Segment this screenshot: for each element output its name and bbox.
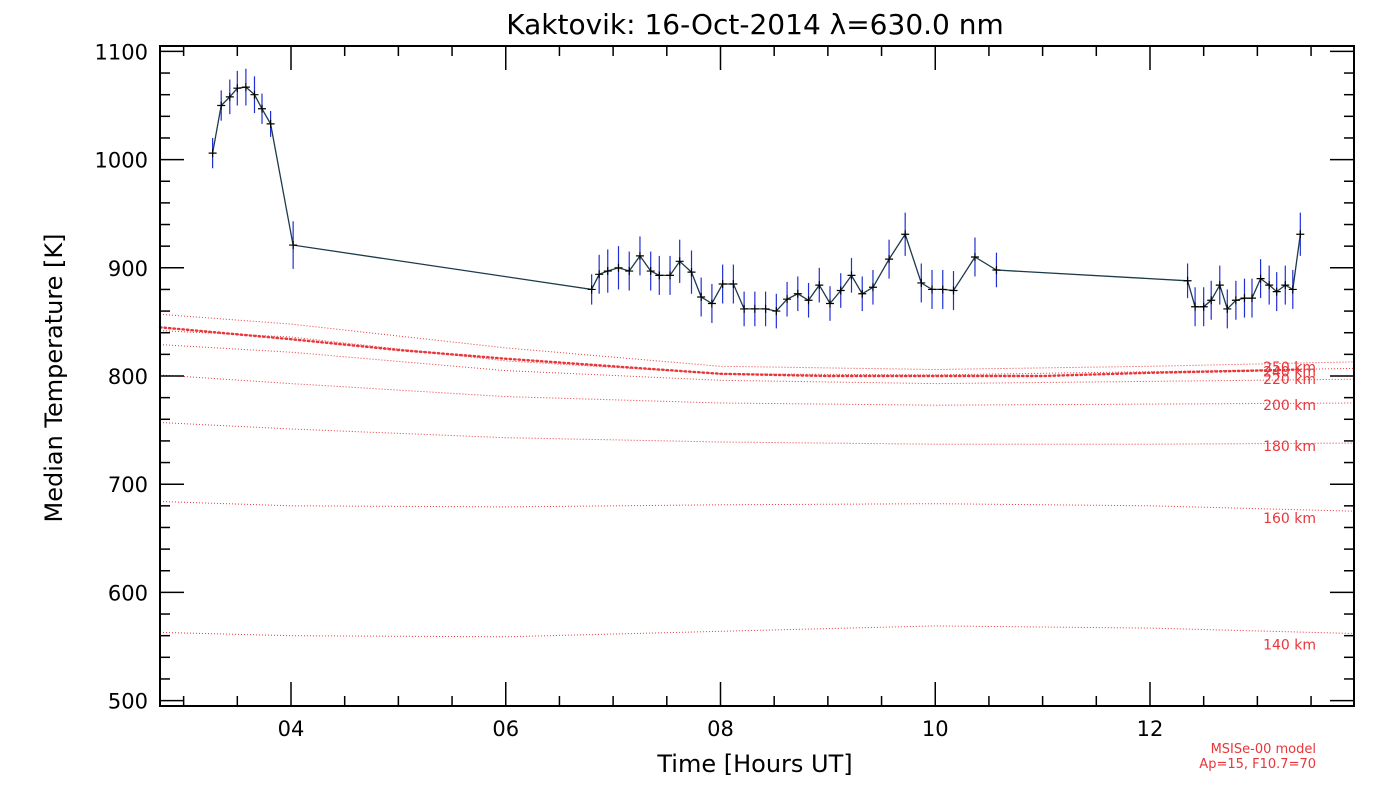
data-point-45 xyxy=(1183,276,1192,285)
data-point-56 xyxy=(1272,287,1281,296)
y-tick-label-700: 700 xyxy=(108,473,148,497)
model-emission-curve xyxy=(158,326,1302,378)
data-point-27 xyxy=(772,307,781,316)
x-tick-label-6: 06 xyxy=(492,717,519,741)
data-point-29 xyxy=(793,289,802,298)
data-point-40 xyxy=(928,285,937,294)
data-point-51 xyxy=(1231,296,1240,305)
data-point-9 xyxy=(587,285,596,294)
data-point-24 xyxy=(740,304,749,313)
data-point-0 xyxy=(208,149,217,158)
chart-title: Kaktovik: 16-Oct-2014 λ=630.0 nm xyxy=(506,8,1004,41)
y-axis-label: Median Temperature [K] xyxy=(40,233,68,522)
data-point-12 xyxy=(614,263,623,272)
data-point-17 xyxy=(666,271,675,280)
data-point-47 xyxy=(1199,302,1208,311)
data-point-30 xyxy=(804,296,813,305)
data-point-13 xyxy=(625,267,634,276)
data-point-35 xyxy=(858,289,867,298)
y-tick-label-500: 500 xyxy=(108,690,148,714)
altitude-label-5: 160 km xyxy=(1263,511,1316,527)
data-point-33 xyxy=(836,286,845,295)
data-point-34 xyxy=(847,271,856,280)
data-point-21 xyxy=(707,299,716,308)
y-tick-label-900: 900 xyxy=(108,257,148,281)
data-point-18 xyxy=(675,257,684,266)
x-axis-label: Time [Hours UT] xyxy=(656,750,852,778)
axis-ticks: 500 600 700 800 900 1000 1100 04 06 08 10 12 xyxy=(95,40,1354,741)
model-annotation-line2: Ap=15, F10.7=70 xyxy=(1199,757,1316,772)
data-point-50 xyxy=(1223,304,1232,313)
data-point-32 xyxy=(826,299,835,308)
data-point-10 xyxy=(595,270,604,279)
altitude-label-0: 250 km xyxy=(1263,360,1316,376)
altitude-curve-6 xyxy=(159,625,1355,638)
data-point-48 xyxy=(1207,296,1216,305)
data-point-26 xyxy=(761,304,770,313)
data-point-41 xyxy=(938,285,947,294)
y-tick-label-1000: 1000 xyxy=(95,149,148,173)
altitude-curve-2 xyxy=(159,344,1355,385)
data-point-55 xyxy=(1265,281,1274,290)
data-point-31 xyxy=(815,281,824,290)
data-point-7 xyxy=(266,119,275,128)
data-point-59 xyxy=(1296,230,1305,239)
data-point-20 xyxy=(697,293,706,302)
x-tick-label-4: 04 xyxy=(278,717,305,741)
data-point-22 xyxy=(718,280,727,289)
data-point-43 xyxy=(970,252,979,261)
data-point-38 xyxy=(901,230,910,239)
altitude-label-2: 220 km xyxy=(1263,372,1316,388)
data-point-36 xyxy=(868,283,877,292)
x-tick-label-10: 10 xyxy=(922,717,949,741)
altitude-label-1: 240 km xyxy=(1263,364,1316,380)
altitude-curve-0 xyxy=(159,313,1355,371)
y-tick-label-800: 800 xyxy=(108,365,148,389)
data-point-54 xyxy=(1256,274,1265,283)
altitude-label-4: 180 km xyxy=(1263,439,1316,455)
x-tick-label-8: 08 xyxy=(707,717,734,741)
data-point-42 xyxy=(949,286,958,295)
altitude-curve-1 xyxy=(159,330,1355,376)
altitude-curve-5 xyxy=(159,501,1355,512)
data-point-49 xyxy=(1215,281,1224,290)
data-point-1 xyxy=(217,101,226,110)
x-tick-label-12: 12 xyxy=(1137,717,1164,741)
y-tick-label-600: 600 xyxy=(108,581,148,605)
data-point-57 xyxy=(1281,281,1290,290)
data-point-2 xyxy=(225,92,234,101)
model-annotation-line1: MSISe-00 model xyxy=(1211,742,1316,757)
altitude-label-3: 200 km xyxy=(1263,398,1316,414)
data-point-6 xyxy=(258,104,267,113)
data-point-25 xyxy=(750,304,759,313)
data-point-58 xyxy=(1288,285,1297,294)
measured-series xyxy=(208,68,1305,329)
data-point-4 xyxy=(241,83,250,92)
altitude-label-6: 140 km xyxy=(1263,638,1316,654)
data-point-46 xyxy=(1191,302,1200,311)
data-point-23 xyxy=(729,280,738,289)
data-point-11 xyxy=(603,267,612,276)
data-point-3 xyxy=(233,84,242,93)
data-point-53 xyxy=(1247,294,1256,303)
data-point-52 xyxy=(1240,294,1249,303)
data-point-14 xyxy=(635,251,644,260)
plot-frame xyxy=(159,45,1355,707)
altitude-curve-4 xyxy=(159,422,1355,445)
data-point-5 xyxy=(250,90,259,99)
data-point-19 xyxy=(687,268,696,277)
altitude-curve-3 xyxy=(159,374,1355,406)
data-point-39 xyxy=(917,278,926,287)
measured-line xyxy=(211,86,1301,312)
data-point-15 xyxy=(646,267,655,276)
data-point-8 xyxy=(289,241,298,250)
data-point-37 xyxy=(885,255,894,264)
data-point-16 xyxy=(655,271,664,280)
data-point-28 xyxy=(783,295,792,304)
data-point-44 xyxy=(992,265,1001,274)
y-tick-label-1100: 1100 xyxy=(95,40,148,64)
